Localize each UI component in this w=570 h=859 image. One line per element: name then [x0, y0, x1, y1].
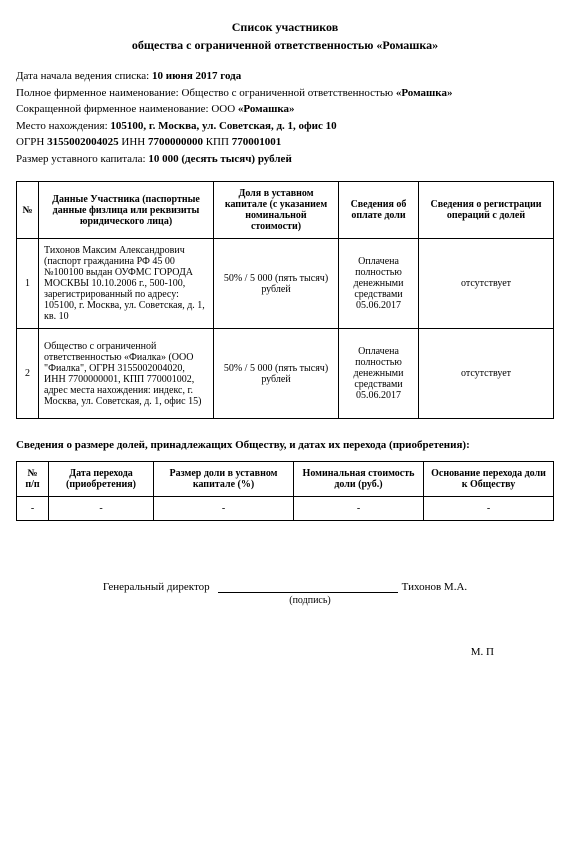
kpp-label: КПП: [203, 136, 232, 148]
address-value: 105100, г. Москва, ул. Советская, д. 1, …: [110, 120, 336, 132]
cell2-basis: -: [424, 497, 554, 521]
cell-ops: отсутствует: [419, 239, 554, 329]
cell2-num: -: [17, 497, 49, 521]
table-row: - - - - -: [17, 497, 554, 521]
ogrn-value: 3155002004025: [47, 136, 119, 148]
ogrn-label: ОГРН: [16, 136, 47, 148]
full-name-value: «Ромашка»: [396, 87, 453, 99]
capital-value: 10 000 (десять тысяч) рублей: [148, 153, 291, 165]
col-ops: Сведения о регистрации операций с долей: [419, 182, 554, 239]
cell-payment: Оплачена полностью денежными средствами …: [339, 329, 419, 419]
cell-data: Тихонов Максим Александрович (паспорт гр…: [39, 239, 214, 329]
info-block: Дата начала ведения списка: 10 июня 2017…: [16, 68, 554, 167]
cell-share: 50% / 5 000 (пять тысяч) рублей: [214, 239, 339, 329]
col-payment: Сведения об оплате доли: [339, 182, 419, 239]
cell-data: Общество с ограниченной ответственностью…: [39, 329, 214, 419]
cell2-size: -: [154, 497, 294, 521]
table-row: 2 Общество с ограниченной ответственност…: [17, 329, 554, 419]
cell-num: 2: [17, 329, 39, 419]
signature-role: Генеральный директор: [103, 581, 214, 593]
cell-ops: отсутствует: [419, 329, 554, 419]
title-line-1: Список участников: [16, 18, 554, 36]
address-label: Место нахождения:: [16, 120, 110, 132]
col2-nominal: Номинальная стоимость доли (руб.): [294, 462, 424, 497]
date-value: 10 июня 2017 года: [152, 70, 241, 82]
inn-label: ИНН: [119, 136, 148, 148]
title-line-2: общества с ограниченной ответственностью…: [16, 36, 554, 54]
signature-under: (подпись): [16, 595, 554, 606]
seal-mark: М. П: [16, 646, 554, 658]
signature-block: Генеральный директор Тихонов М.А. (подпи…: [16, 581, 554, 606]
inn-value: 7700000000: [148, 136, 203, 148]
col-num: №: [17, 182, 39, 239]
col2-num: № п/п: [17, 462, 49, 497]
cell-share: 50% / 5 000 (пять тысяч) рублей: [214, 329, 339, 419]
cell-num: 1: [17, 239, 39, 329]
title-block: Список участников общества с ограниченно…: [16, 18, 554, 54]
col-data: Данные Участника (паспортные данные физл…: [39, 182, 214, 239]
cell2-nominal: -: [294, 497, 424, 521]
short-name-label: Сокращенной фирменное наименование: ООО: [16, 103, 238, 115]
col2-date: Дата перехода (приобретения): [49, 462, 154, 497]
shares-table: № п/п Дата перехода (приобретения) Разме…: [16, 461, 554, 521]
kpp-value: 770001001: [232, 136, 282, 148]
col2-basis: Основание перехода доли к Обществу: [424, 462, 554, 497]
col-share: Доля в уставном капитале (с указанием но…: [214, 182, 339, 239]
section2-header: Сведения о размере долей, принадлежащих …: [16, 439, 554, 451]
date-label: Дата начала ведения списка:: [16, 70, 152, 82]
table-row: 1 Тихонов Максим Александрович (паспорт …: [17, 239, 554, 329]
signature-line: [218, 592, 398, 593]
signature-name: Тихонов М.А.: [402, 581, 467, 593]
cell-payment: Оплачена полностью денежными средствами …: [339, 239, 419, 329]
capital-label: Размер уставного капитала:: [16, 153, 148, 165]
participants-table: № Данные Участника (паспортные данные фи…: [16, 181, 554, 419]
cell2-date: -: [49, 497, 154, 521]
short-name-value: «Ромашка»: [238, 103, 295, 115]
col2-size: Размер доли в уставном капитале (%): [154, 462, 294, 497]
full-name-label: Полное фирменное наименование: Общество …: [16, 87, 396, 99]
